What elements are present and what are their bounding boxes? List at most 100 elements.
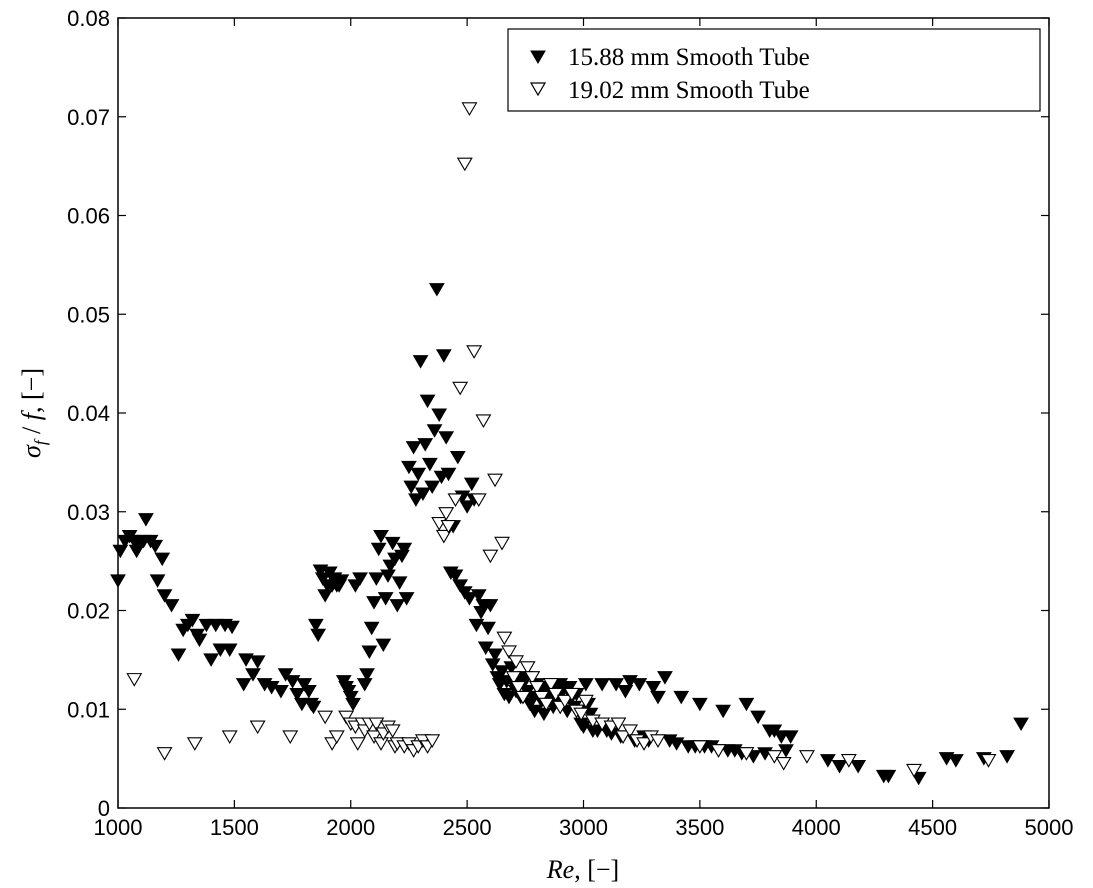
point-15-88mm bbox=[482, 599, 499, 613]
point-15-88mm bbox=[715, 704, 732, 719]
point-19-02mm bbox=[636, 737, 652, 751]
y-tick-label: 0 bbox=[98, 796, 110, 821]
point-15-88mm bbox=[370, 542, 387, 557]
point-15-88mm bbox=[412, 355, 429, 369]
point-15-88mm bbox=[778, 744, 794, 758]
point-15-88mm bbox=[782, 730, 799, 744]
point-19-02mm bbox=[368, 717, 385, 732]
point-15-88mm bbox=[673, 690, 690, 705]
point-15-88mm bbox=[352, 572, 368, 586]
point-15-88mm bbox=[396, 542, 413, 557]
point-19-02mm bbox=[650, 734, 666, 748]
point-15-88mm bbox=[426, 424, 443, 438]
point-15-88mm bbox=[366, 596, 382, 610]
point-15-88mm bbox=[415, 487, 431, 501]
point-15-88mm bbox=[314, 572, 331, 586]
point-19-02mm bbox=[980, 754, 997, 768]
point-15-88mm bbox=[373, 529, 389, 544]
x-tick-label: 1000 bbox=[94, 815, 143, 840]
point-19-02mm bbox=[577, 694, 594, 709]
point-15-88mm bbox=[391, 576, 408, 590]
point-15-88mm bbox=[191, 633, 208, 648]
point-15-88mm bbox=[359, 668, 375, 682]
y-tick-label: 0.03 bbox=[67, 500, 110, 525]
point-15-88mm bbox=[645, 681, 662, 695]
point-15-88mm bbox=[480, 621, 496, 636]
point-15-88mm bbox=[361, 645, 378, 659]
point-15-88mm bbox=[470, 589, 487, 603]
x-tick-label: 3000 bbox=[559, 815, 608, 840]
legend-label-15-88: 15.88 mm Smooth Tube bbox=[568, 44, 810, 71]
point-15-88mm bbox=[487, 648, 503, 662]
point-15-88mm bbox=[750, 710, 766, 725]
point-19-02mm bbox=[573, 707, 590, 722]
point-19-02mm bbox=[466, 345, 483, 359]
point-15-88mm bbox=[419, 394, 436, 409]
point-15-88mm bbox=[594, 678, 610, 692]
point-15-88mm bbox=[435, 349, 452, 363]
y-tick-label: 0.02 bbox=[67, 599, 110, 624]
point-19-02mm bbox=[515, 690, 531, 705]
point-15-88mm bbox=[449, 450, 466, 465]
point-15-88mm bbox=[333, 574, 350, 588]
point-15-88mm bbox=[831, 760, 848, 774]
point-19-02mm bbox=[482, 549, 499, 564]
axis-ticks: 1000 1500 2000 2500 3000 3500 4000 4500 5000 0 0.0… bbox=[67, 6, 1073, 840]
point-15-88mm bbox=[384, 536, 401, 551]
point-15-88mm bbox=[820, 754, 836, 768]
point-15-88mm bbox=[203, 653, 219, 667]
point-15-88mm bbox=[408, 493, 424, 507]
point-15-88mm bbox=[461, 592, 478, 606]
legend-marker-19-02 bbox=[529, 82, 547, 97]
point-15-88mm bbox=[317, 589, 334, 603]
point-15-88mm bbox=[440, 467, 457, 482]
y-tick-label: 0.08 bbox=[67, 6, 110, 31]
point-19-02mm bbox=[447, 493, 464, 507]
point-15-88mm bbox=[417, 438, 434, 452]
point-15-88mm bbox=[850, 760, 867, 774]
point-19-02mm bbox=[186, 737, 203, 751]
point-15-88mm bbox=[238, 653, 254, 667]
point-19-02mm bbox=[798, 750, 815, 764]
point-15-88mm bbox=[296, 678, 313, 692]
point-15-88mm bbox=[561, 681, 578, 695]
point-15-88mm bbox=[617, 684, 634, 699]
point-19-02mm bbox=[501, 645, 517, 660]
point-19-02mm bbox=[563, 687, 580, 702]
data-points bbox=[110, 102, 1029, 786]
y-tick-label: 0.04 bbox=[67, 401, 110, 426]
point-15-88mm bbox=[356, 678, 373, 692]
y-tick-label: 0.06 bbox=[67, 204, 110, 229]
point-19-02mm bbox=[328, 730, 345, 744]
point-19-02mm bbox=[435, 529, 452, 544]
point-19-02mm bbox=[710, 744, 727, 758]
point-19-02mm bbox=[775, 757, 792, 771]
x-tick-label: 2500 bbox=[443, 815, 492, 840]
point-15-88mm bbox=[403, 480, 420, 495]
point-19-02mm bbox=[384, 724, 401, 739]
point-15-88mm bbox=[577, 678, 594, 692]
point-19-02mm bbox=[766, 750, 783, 764]
point-15-88mm bbox=[363, 621, 380, 636]
point-15-88mm bbox=[273, 684, 289, 699]
point-15-88mm bbox=[657, 671, 673, 685]
point-15-88mm bbox=[501, 690, 517, 705]
point-15-88mm bbox=[468, 618, 485, 633]
point-19-02mm bbox=[424, 734, 441, 748]
y-tick-label: 0.07 bbox=[67, 105, 110, 130]
point-15-88mm bbox=[398, 592, 415, 606]
point-19-02mm bbox=[470, 493, 487, 507]
point-15-88mm bbox=[305, 700, 322, 715]
x-tick-label: 3500 bbox=[675, 815, 724, 840]
point-15-88mm bbox=[452, 579, 469, 593]
legend-label-19-02: 19.02 mm Smooth Tube bbox=[568, 77, 810, 104]
point-19-02mm bbox=[487, 473, 504, 488]
point-19-02mm bbox=[494, 536, 510, 551]
point-19-02mm bbox=[156, 747, 173, 761]
point-15-88mm bbox=[224, 620, 240, 635]
legend: 15.88 mm Smooth Tube 19.02 mm Smooth Tub… bbox=[507, 28, 1041, 112]
point-19-02mm bbox=[542, 678, 559, 692]
point-15-88mm bbox=[112, 544, 129, 559]
point-15-88mm bbox=[368, 572, 385, 586]
point-19-02mm bbox=[691, 740, 708, 754]
